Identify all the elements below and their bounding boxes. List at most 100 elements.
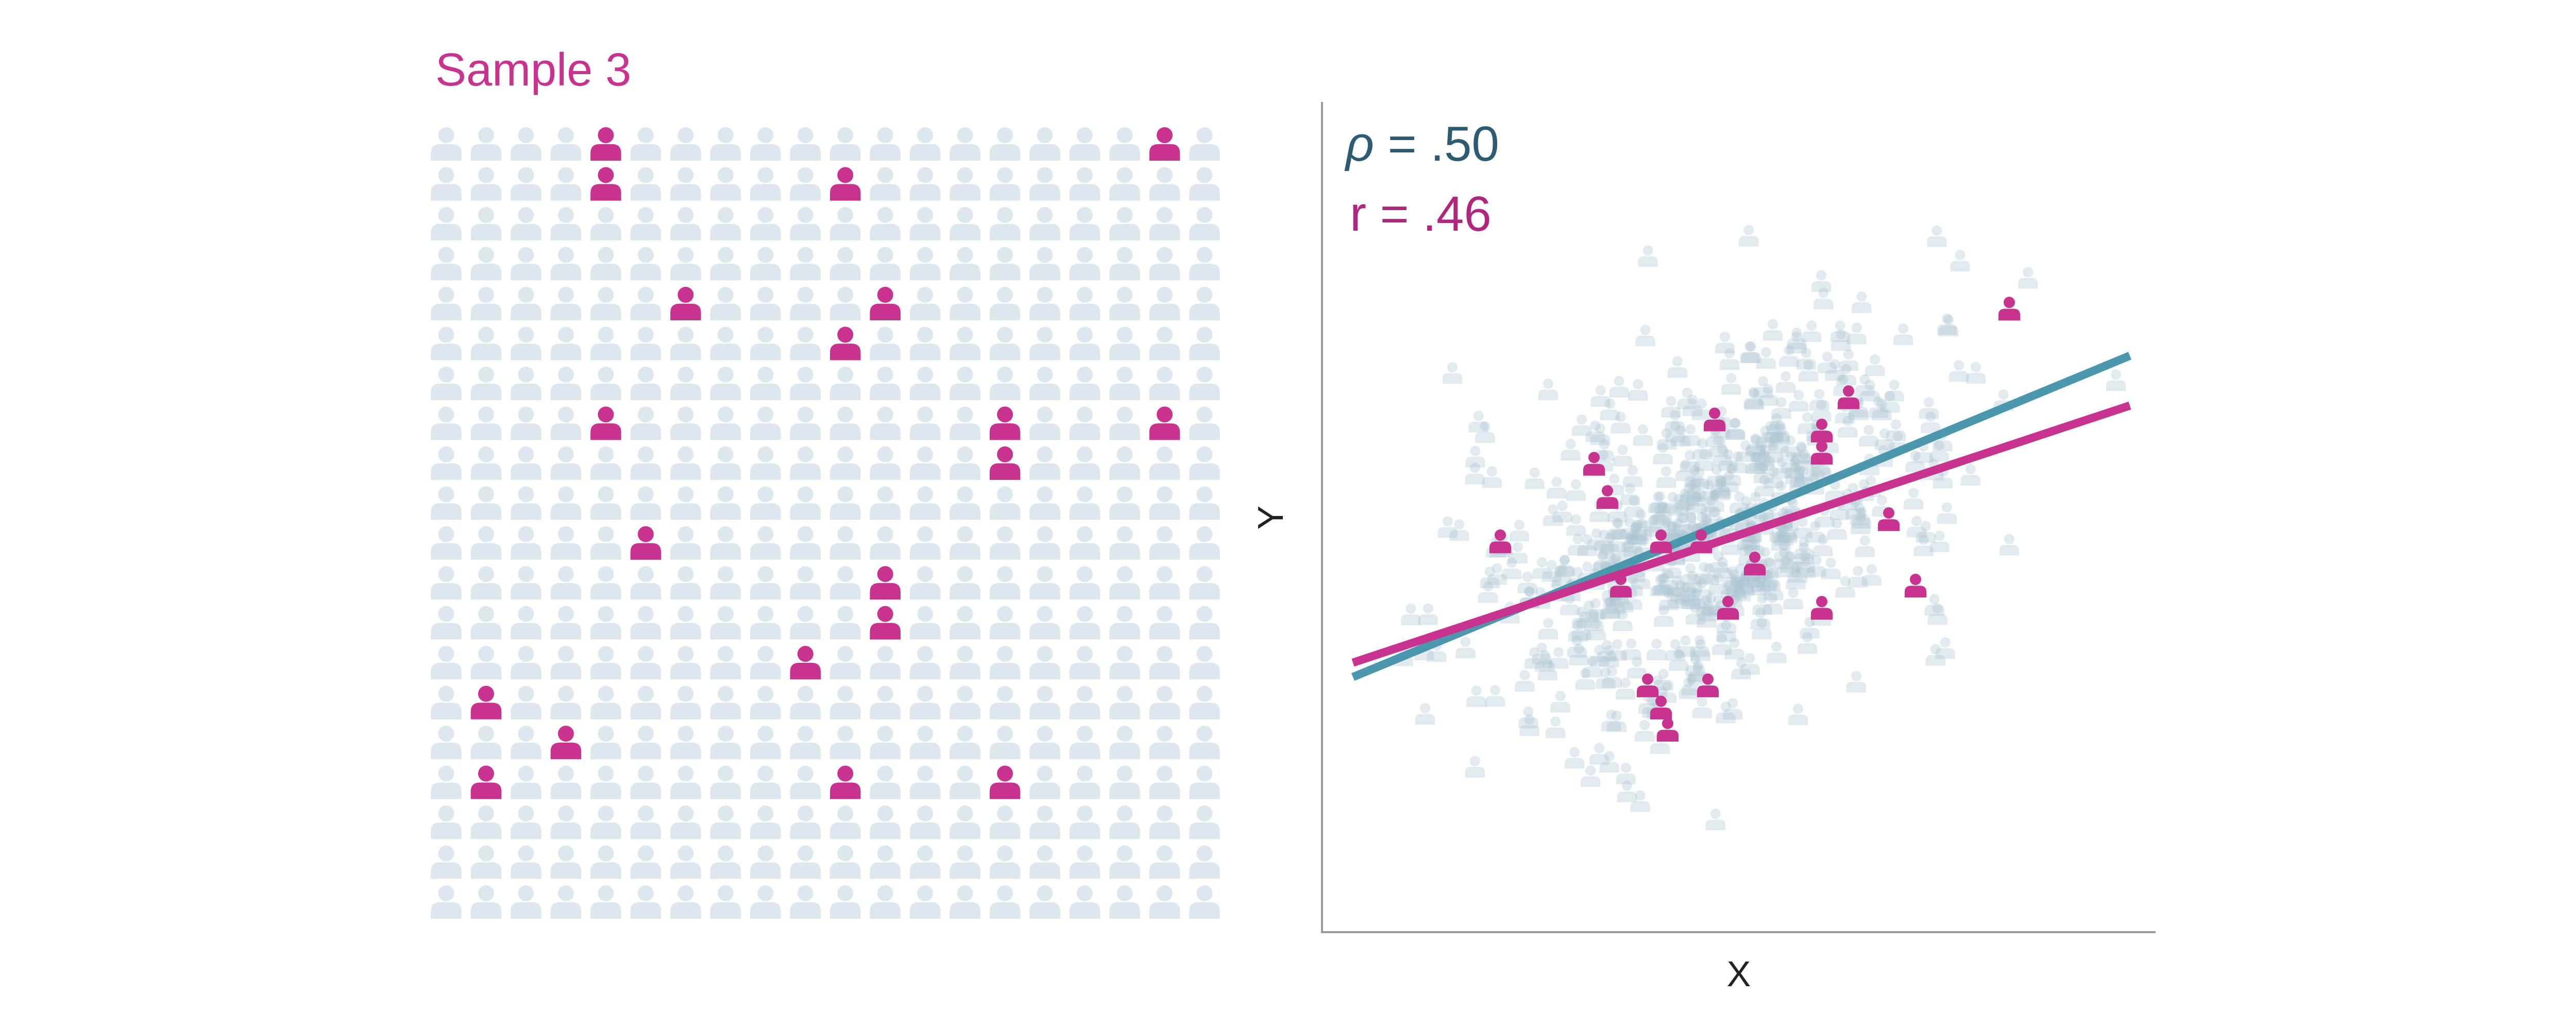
population-person-icon: [431, 286, 462, 320]
population-person-icon: [1149, 845, 1180, 879]
population-person-icon: [870, 646, 901, 680]
population-person-icon: [950, 446, 980, 480]
population-point: [1415, 703, 1435, 725]
population-person-icon: [1029, 366, 1060, 400]
population-person-icon: [790, 286, 821, 320]
population-person-icon: [431, 486, 462, 520]
population-person-icon: [590, 685, 621, 719]
population-person-icon: [829, 805, 861, 839]
population-person-icon: [1189, 685, 1220, 719]
population-person-icon: [431, 566, 462, 600]
population-person-icon: [870, 526, 901, 560]
population-person-icon: [1149, 247, 1180, 281]
population-point: [2106, 369, 2126, 391]
population-person-icon: [950, 127, 980, 161]
population-person-icon: [670, 566, 701, 600]
population-person-icon: [829, 446, 861, 480]
population-person-icon: [750, 566, 781, 600]
sampled-person-icon: [470, 765, 502, 799]
population-person-icon: [989, 526, 1021, 560]
population-person-icon: [750, 606, 781, 640]
population-person-icon: [1109, 845, 1140, 879]
population-person-icon: [670, 805, 701, 839]
population-person-icon: [790, 885, 821, 919]
population-person-icon: [670, 845, 701, 879]
population-person-icon: [630, 446, 662, 480]
population-person-icon: [750, 885, 781, 919]
population-person-icon: [550, 845, 582, 879]
population-point: [1613, 444, 1633, 467]
population-person-icon: [750, 726, 781, 760]
population-person-icon: [1029, 167, 1060, 201]
sampled-person-icon: [989, 446, 1021, 480]
population-person-icon: [790, 845, 821, 879]
population-person-icon: [1069, 765, 1100, 799]
population-point: [1766, 641, 1787, 663]
population-person-icon: [1189, 805, 1220, 839]
sampled-person-icon: [590, 167, 621, 201]
population-person-icon: [670, 486, 701, 520]
population-person-icon: [870, 406, 901, 440]
population-point: [2018, 267, 2038, 289]
population-person-icon: [790, 726, 821, 760]
population-point: [1418, 603, 1438, 625]
population-person-icon: [909, 207, 941, 241]
population-point: [1965, 362, 1986, 384]
population-person-icon: [630, 685, 662, 719]
population-person-icon: [590, 207, 621, 241]
population-person-icon: [989, 167, 1021, 201]
population-point: [1566, 479, 1586, 501]
population-person-icon: [710, 366, 741, 400]
population-person-icon: [1069, 167, 1100, 201]
population-point: [1859, 424, 1879, 447]
population-person-icon: [870, 446, 901, 480]
population-person-icon: [1109, 685, 1140, 719]
population-person-icon: [870, 726, 901, 760]
population-person-icon: [710, 286, 741, 320]
population-point: [1622, 465, 1643, 487]
sampled-person-icon: [630, 526, 662, 560]
population-person-icon: [989, 685, 1021, 719]
sampled-person-icon: [989, 765, 1021, 799]
population-person-icon: [1109, 366, 1140, 400]
population-point: [1846, 671, 1866, 693]
population-person-icon: [909, 486, 941, 520]
population-person-icon: [511, 486, 541, 520]
population-person-icon: [550, 366, 582, 400]
population-person-icon: [829, 286, 861, 320]
population-person-icon: [511, 207, 541, 241]
population-point: [1740, 341, 1760, 363]
population-person-icon: [431, 167, 462, 201]
population-person-icon: [431, 327, 462, 360]
population-person-icon: [470, 127, 502, 161]
population-person-icon: [710, 845, 741, 879]
population-person-icon: [1109, 646, 1140, 680]
population-person-icon: [750, 805, 781, 839]
population-person-icon: [590, 526, 621, 560]
population-point: [1762, 319, 1783, 341]
population-person-icon: [1069, 127, 1100, 161]
population-person-icon: [431, 845, 462, 879]
population-person-icon: [511, 845, 541, 879]
population-person-icon: [710, 167, 741, 201]
population-person-icon: [630, 765, 662, 799]
population-point: [1638, 245, 1658, 267]
population-person-icon: [431, 765, 462, 799]
population-person-icon: [670, 127, 701, 161]
population-person-icon: [790, 167, 821, 201]
population-point: [1788, 703, 1808, 726]
population-person-icon: [1109, 805, 1140, 839]
population-person-icon: [1109, 127, 1140, 161]
population-point: [1903, 488, 1924, 510]
population-person-icon: [550, 327, 582, 360]
population-person-icon: [989, 845, 1021, 879]
population-person-icon: [431, 685, 462, 719]
population-person-icon: [470, 566, 502, 600]
population-person-icon: [1149, 286, 1180, 320]
population-person-icon: [1149, 526, 1180, 560]
population-person-icon: [1069, 885, 1100, 919]
population-point: [1852, 291, 1872, 313]
population-person-icon: [950, 327, 980, 360]
sampled-person-icon: [870, 606, 901, 640]
